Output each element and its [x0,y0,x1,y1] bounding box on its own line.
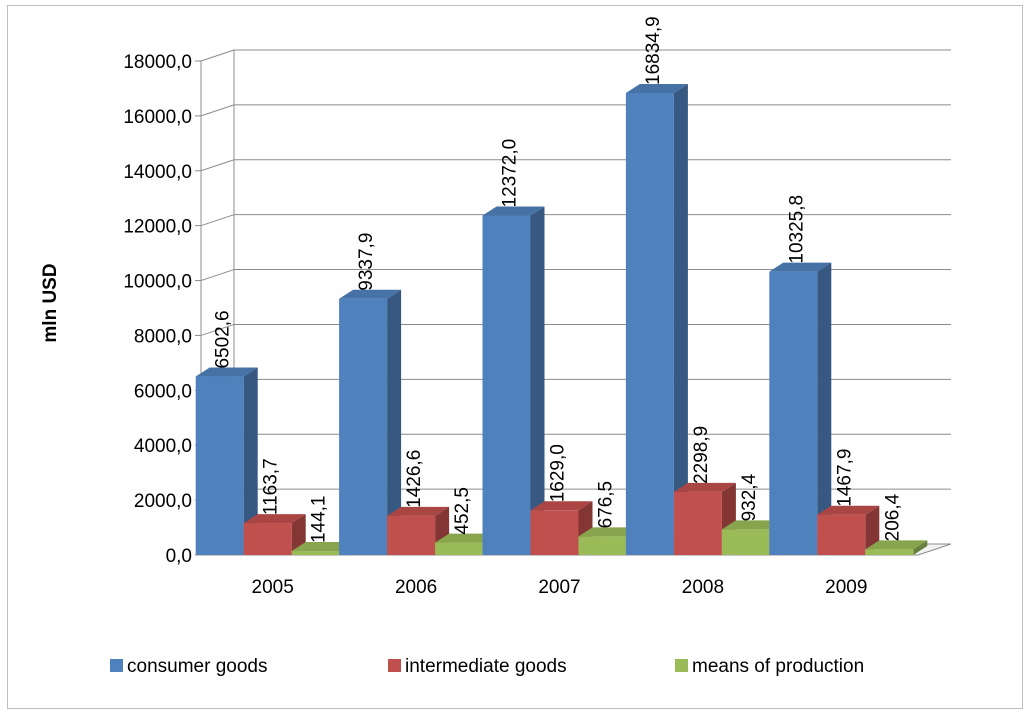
gridlines [195,49,951,556]
gridline-diagonal [200,159,235,172]
legend-label: means of production [692,656,864,677]
bar-front [769,271,818,555]
bar-front [243,523,292,555]
data-label: 10325,8 [786,195,807,264]
y-tick-label: 14000,0 [123,162,192,183]
gridline-diagonal [200,269,235,282]
x-tick-label: 2005 [252,577,294,598]
bar-front [435,542,484,555]
bar-top [243,514,306,524]
chart-svg: 0,0 2000,0 4000,0 6000,0 8000,0 10000,0 12000,… [40,16,952,677]
bar-side [817,262,832,555]
data-label: 676,5 [596,481,617,529]
y-tick-label: 16000,0 [123,107,192,128]
bar-side [243,367,258,555]
bar-front [817,514,866,555]
bar-consumer-goods-2009 [769,262,832,555]
bar-consumer-goods-2005 [195,367,258,555]
data-label: 932,4 [739,473,760,521]
bar-top [673,482,736,492]
bar-front [195,376,244,555]
bar-top [817,505,880,515]
bar-intermediate-goods-2006 [387,506,450,555]
bar-top [530,501,593,511]
data-label: 206,4 [882,493,903,541]
legend-label: intermediate goods [405,656,567,677]
bar-consumer-goods-2006 [339,289,402,555]
bar-front [673,491,722,555]
data-label: 1467,9 [834,449,855,507]
bar-top [578,527,641,537]
legend-item: means of production [675,656,864,677]
bar-intermediate-goods-2007 [530,501,593,555]
bars [195,83,928,555]
bar-front [482,215,531,555]
bar-front [530,510,579,555]
legend-item: consumer goods [110,656,267,677]
x-tick-label: 2009 [825,577,867,598]
data-label: 1426,6 [404,450,425,508]
bar-front [865,549,914,555]
chart-frame: 0,0 2000,0 4000,0 6000,0 8000,0 10000,0 12000,… [7,5,1023,709]
y-axis-title: mln USD [40,263,61,342]
bar-top [769,262,832,272]
y-tick-label: 18000,0 [123,52,192,73]
y-tick-label: 6000,0 [134,381,192,402]
bar-top [291,542,354,552]
y-tick-label: 4000,0 [134,436,192,457]
bar-top [387,506,450,516]
bar-top [865,540,928,550]
gridline-diagonal [200,323,235,336]
bar-means-of-production-2009 [865,540,928,555]
bar-consumer-goods-2007 [482,206,545,555]
data-label: 452,5 [452,487,473,535]
x-tick-label: 2008 [682,577,724,598]
bar-front [721,529,770,555]
bar-front [339,298,388,555]
x-tick-label: 2007 [538,577,580,598]
gridline-diagonal [200,214,235,227]
legend-swatch [675,659,688,672]
data-label: 1163,7 [261,458,282,515]
bar-intermediate-goods-2009 [817,505,880,555]
gridline-diagonal [200,49,235,62]
data-label: 16834,9 [643,16,664,85]
bar-front [625,92,674,555]
y-tick-label: 10000,0 [123,272,192,293]
bar-side [673,83,688,555]
y-tick-label: 0,0 [166,546,192,567]
data-label: 9337,9 [356,233,377,291]
data-label: 2298,9 [691,426,712,484]
bar-front [578,536,627,555]
y-tick-label: 2000,0 [134,491,192,512]
bar-top [195,367,258,377]
y-tick-label: 12000,0 [123,217,192,238]
bar-intermediate-goods-2005 [243,514,306,555]
bar-front [291,551,340,555]
bar-top [721,520,784,530]
legend-swatch [388,659,401,672]
legend-label: consumer goods [127,656,267,677]
legend-swatch [110,659,123,672]
bar-side [387,289,402,555]
bar-top [625,83,688,93]
x-tick-label: 2006 [395,577,437,598]
bar-consumer-goods-2008 [625,83,688,555]
bar-front [387,515,436,555]
bar-side [913,540,928,555]
bar-side [530,206,545,555]
bar-top [482,206,545,216]
bar-top [435,533,498,543]
data-label: 1629,0 [548,444,569,502]
data-label: 144,1 [309,495,330,543]
legend-item: intermediate goods [388,656,567,677]
data-label: 6502,6 [213,310,234,368]
legend: consumer goods intermediate goods means of… [110,656,864,677]
y-tick-label: 8000,0 [134,326,192,347]
data-label: 12372,0 [500,139,521,208]
gridline-diagonal [200,104,235,117]
bar-top [339,289,402,299]
